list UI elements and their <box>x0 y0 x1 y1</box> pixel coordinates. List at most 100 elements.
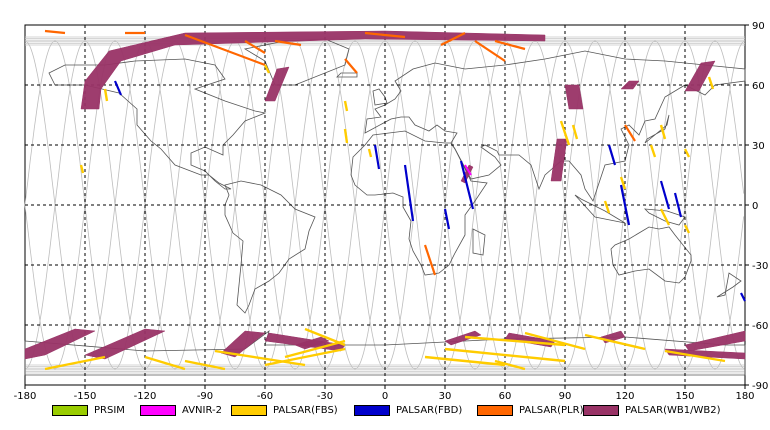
x-tick-label: -30 <box>317 391 333 400</box>
palsar-fbd-strip <box>459 160 475 210</box>
coastline <box>350 130 488 276</box>
palsar-plr-strip <box>274 39 302 47</box>
strip-lines <box>44 29 746 371</box>
coastline <box>610 226 692 284</box>
legend: PRSIM AVNIR-2 PALSAR(FBS) PALSAR(FBD) PALSAR… <box>0 402 770 422</box>
palsar-fbd-strip <box>619 184 631 226</box>
legend-item: PALSAR(FBS) <box>231 402 338 418</box>
palsar-fbs-strip <box>524 331 586 351</box>
wb-swath <box>294 336 330 350</box>
palsar-plr-strip <box>184 33 266 67</box>
palsar-fbs-strip <box>264 347 346 367</box>
palsar-fbs-strip <box>559 120 571 146</box>
legend-item: AVNIR-2 <box>140 402 222 418</box>
palsar-fbs-strip <box>464 335 566 347</box>
wb-swath <box>564 84 584 110</box>
legend-swatch <box>52 404 88 416</box>
palsar-plr-strip <box>474 40 506 62</box>
palsar-fbs-strip <box>44 355 106 371</box>
palsar-plr-strip <box>440 32 466 46</box>
palsar-fbs-strip <box>494 359 526 371</box>
x-tick-label: -60 <box>257 391 273 400</box>
legend-item: PALSAR(PLR) <box>477 402 583 418</box>
x-tick-label: -90 <box>197 391 213 400</box>
axis-ticks: -180 -150 -120 -90 -60 -30 0 30 60 90 120 150 180 90 6… <box>14 21 769 402</box>
coastline <box>644 114 670 144</box>
coastline <box>716 272 742 298</box>
coastline <box>224 180 316 314</box>
x-tick-label: 180 <box>735 391 754 400</box>
legend-item: PALSAR(WB1/WB2) <box>583 402 721 418</box>
palsar-fbs-strip <box>649 144 657 158</box>
legend-label: PALSAR(WB1/WB2) <box>625 404 721 416</box>
palsar-fbs-strip <box>304 327 346 347</box>
legend-label: PALSAR(PLR) <box>519 404 584 416</box>
palsar-fbd-strip <box>607 144 617 166</box>
palsar-fbs-strip <box>603 200 611 214</box>
palsar-fbd-strip <box>113 80 123 96</box>
legend-label: AVNIR-2 <box>182 404 222 416</box>
palsar-fbs-strip <box>184 359 226 371</box>
palsar-fbs-strip <box>144 355 186 371</box>
palsar-fbs-strip <box>571 124 579 140</box>
wb-swaths <box>24 30 746 360</box>
y-tick-label: 0 <box>752 201 758 212</box>
palsar-plr-strip <box>624 124 636 142</box>
palsar-fbd-strip <box>403 164 415 222</box>
palsar-plr-strip <box>244 40 266 54</box>
palsar-fbs-strip <box>343 100 349 112</box>
wb-swath <box>460 164 474 184</box>
palsar-fbs-strip <box>103 88 109 102</box>
legend-swatch <box>354 404 390 416</box>
x-tick-label: 120 <box>615 391 634 400</box>
coastline <box>643 208 686 226</box>
palsar-fbs-strip <box>263 64 271 74</box>
palsar-fbs-strip <box>424 355 506 367</box>
legend-label: PALSAR(FBD) <box>396 404 463 416</box>
x-tick-label: -120 <box>134 391 157 400</box>
legend-swatch <box>140 404 176 416</box>
y-tick-label: 30 <box>752 141 765 152</box>
palsar-plr-strip <box>494 39 526 51</box>
orbit-track <box>25 40 745 370</box>
x-tick-label: 0 <box>382 391 388 400</box>
palsar-fbs-strip <box>619 176 627 190</box>
palsar-plr-strip <box>344 58 358 74</box>
wb-swath <box>664 348 746 360</box>
palsar-fbs-strip <box>683 148 691 158</box>
wb-swath <box>264 66 290 102</box>
palsar-fbs-strip <box>284 339 346 359</box>
palsar-fbs-strip <box>707 76 715 90</box>
palsar-fbd-strip <box>443 208 451 230</box>
coastline <box>472 228 486 256</box>
wb-swath <box>684 330 746 352</box>
palsar-fbd-strip <box>740 292 746 302</box>
palsar-fbs-strip <box>659 208 671 226</box>
palsar-fbs-strip <box>444 347 566 363</box>
legend-label: PRSIM <box>94 404 125 416</box>
palsar-fbs-strip <box>683 224 691 234</box>
coverage-map: -180 -150 -120 -90 -60 -30 0 30 60 90 120 150 180 90 6… <box>14 21 769 402</box>
palsar-fbs-strip <box>343 128 349 144</box>
legend-item: PRSIM <box>52 402 125 418</box>
palsar-fbd-strip <box>373 144 381 170</box>
x-tick-label: -180 <box>14 391 37 400</box>
wb-swath <box>220 330 266 358</box>
y-tick-label: 90 <box>752 21 765 32</box>
palsar-fbs-strip <box>664 349 726 363</box>
legend-label: PALSAR(FBS) <box>273 404 338 416</box>
legend-swatch <box>477 404 513 416</box>
palsar-fbd-strip <box>659 180 671 210</box>
palsar-fbs-strip <box>214 349 306 367</box>
palsar-fbs-strip <box>659 124 667 140</box>
palsar-plr-strip <box>364 31 406 39</box>
wb-swath <box>24 328 96 360</box>
y-tick-label: 60 <box>752 81 765 92</box>
palsar-fbs-strip <box>367 148 373 158</box>
palsar-fbs-strip <box>79 164 85 174</box>
x-tick-label: 90 <box>559 391 572 400</box>
wb-swath <box>620 80 640 90</box>
orbit-track <box>24 40 745 370</box>
y-tick-label: -90 <box>752 381 768 392</box>
